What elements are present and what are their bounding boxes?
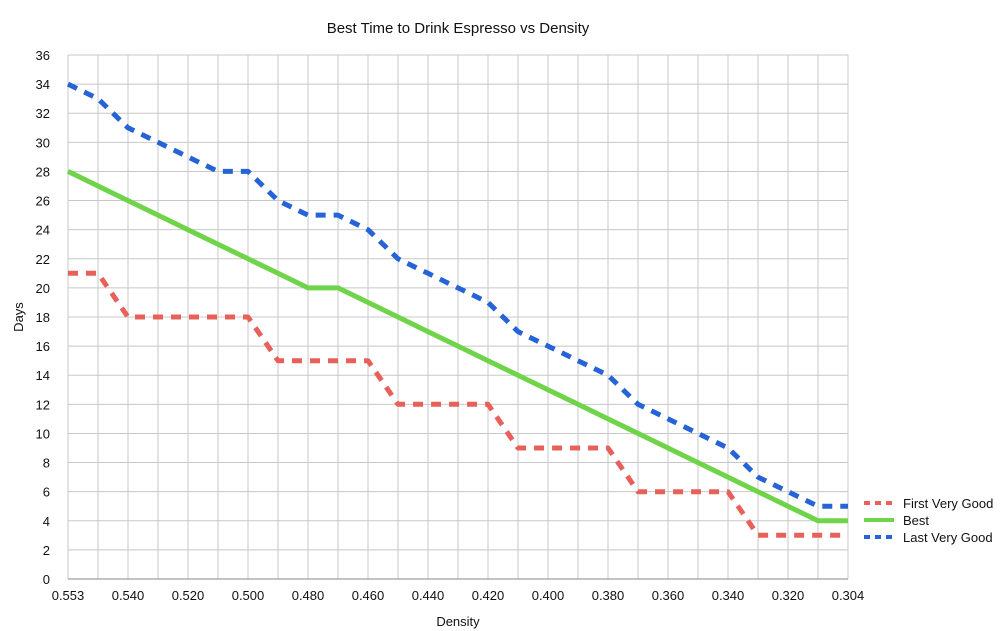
series-line	[66, 81, 848, 509]
y-tick-label: 18	[36, 310, 50, 325]
x-tick-label: 0.440	[412, 588, 445, 603]
x-tick-label: 0.553	[52, 588, 85, 603]
series-line	[66, 169, 848, 524]
legend: First Very Good Best Last Very Good	[864, 496, 993, 545]
y-tick-label: 0	[43, 572, 50, 587]
y-tick-label: 28	[36, 164, 50, 179]
y-tick-label: 34	[36, 77, 50, 92]
x-tick-label: 0.540	[112, 588, 145, 603]
legend-label: First Very Good	[903, 496, 993, 511]
y-tick-label: 24	[36, 223, 50, 238]
y-tick-label: 4	[43, 514, 50, 529]
y-tick-label: 2	[43, 543, 50, 558]
x-tick-label: 0.420	[472, 588, 505, 603]
series-line	[68, 270, 848, 538]
x-tick-label: 0.400	[532, 588, 565, 603]
series-lines	[66, 81, 848, 538]
x-tick-label: 0.320	[772, 588, 805, 603]
x-axis-label: Density	[436, 614, 480, 629]
x-tick-label: 0.500	[232, 588, 265, 603]
y-tick-label: 12	[36, 397, 50, 412]
x-axis-ticks: 0.553 0.540 0.520 0.500 0.480 0.460 0.440 0.420…	[52, 588, 865, 603]
y-tick-label: 10	[36, 426, 50, 441]
x-tick-label: 0.304	[832, 588, 865, 603]
y-tick-label: 16	[36, 339, 50, 354]
y-tick-label: 8	[43, 456, 50, 471]
x-tick-label: 0.340	[712, 588, 745, 603]
y-tick-label: 36	[36, 48, 50, 63]
legend-label: Last Very Good	[903, 530, 993, 545]
y-tick-label: 30	[36, 135, 50, 150]
y-tick-label: 14	[36, 368, 50, 383]
chart-title: Best Time to Drink Espresso vs Density	[327, 20, 590, 37]
y-tick-label: 6	[43, 485, 50, 500]
y-tick-label: 26	[36, 194, 50, 209]
x-tick-label: 0.380	[592, 588, 625, 603]
y-tick-label: 22	[36, 252, 50, 267]
x-tick-label: 0.360	[652, 588, 685, 603]
y-tick-label: 32	[36, 106, 50, 121]
x-tick-label: 0.460	[352, 588, 385, 603]
y-tick-label: 20	[36, 281, 50, 296]
legend-label: Best	[903, 513, 929, 528]
y-axis-label: Days	[11, 302, 26, 332]
x-tick-label: 0.520	[172, 588, 205, 603]
x-tick-label: 0.480	[292, 588, 325, 603]
